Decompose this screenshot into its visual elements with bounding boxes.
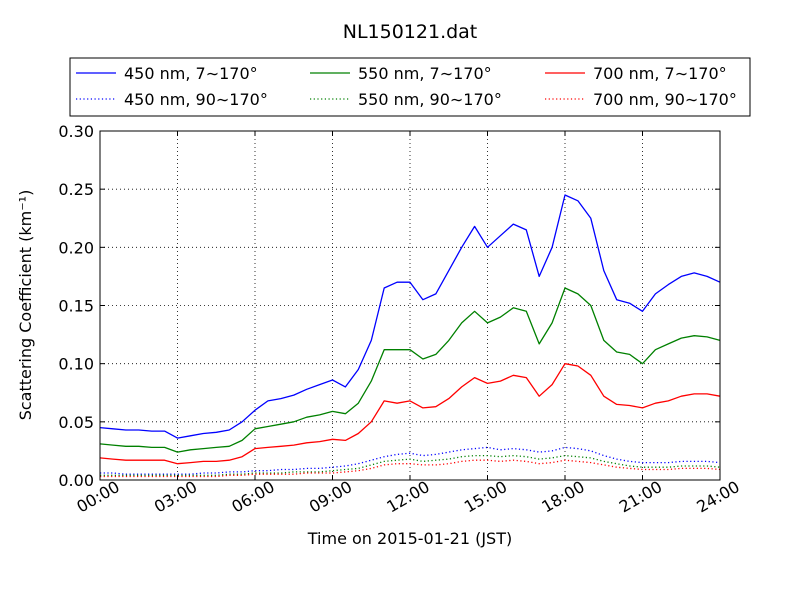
x-tick-label: 06:00 (228, 477, 277, 517)
x-tick-label: 15:00 (461, 477, 510, 517)
legend-label: 450 nm, 7∼170° (124, 64, 258, 83)
legend-label: 550 nm, 90∼170° (358, 90, 502, 109)
legend: 450 nm, 7∼170° 450 nm, 90∼170° 550 nm, 7∼1… (69, 57, 751, 117)
x-tick-label: 03:00 (151, 477, 200, 517)
x-tick-label: 18:00 (538, 477, 587, 517)
x-axis-label: Time on 2015-01-21 (JST) (307, 529, 512, 548)
y-tick-label: 0.15 (58, 297, 94, 316)
y-tick-label: 0.05 (58, 413, 94, 432)
y-tick-label: 0.20 (58, 238, 94, 257)
series-line-4 (99, 363, 721, 465)
legend-box (69, 57, 751, 117)
y-axis-label: Scattering Coefficient (km⁻¹) (16, 190, 35, 421)
ticks: 00:00 03:00 06:00 09:00 12:00 15:00 18:00 21:00… (58, 122, 742, 517)
series-layer (99, 194, 721, 478)
grid (100, 131, 720, 480)
x-tick-label: 12:00 (383, 477, 432, 517)
y-tick-label: 0.10 (58, 355, 94, 374)
x-tick-label: 24:00 (693, 477, 742, 517)
x-tick-label: 09:00 (306, 477, 355, 517)
series-line-1 (100, 446, 721, 475)
series-line-0 (99, 194, 721, 439)
y-tick-label: 0.25 (58, 180, 94, 199)
y-tick-label: 0.30 (58, 122, 94, 141)
x-tick-label: 21:00 (616, 477, 665, 517)
legend-label: 700 nm, 90∼170° (593, 90, 737, 109)
series-line-2 (99, 287, 721, 453)
series-line-5 (100, 459, 721, 478)
series-line-3 (100, 454, 721, 476)
legend-label: 550 nm, 7∼170° (358, 64, 492, 83)
y-tick-label: 0.00 (58, 471, 94, 490)
legend-label: 700 nm, 7∼170° (593, 64, 727, 83)
legend-label: 450 nm, 90∼170° (124, 90, 268, 109)
chart-title: NL150121.dat (343, 21, 478, 43)
plot-area: 00:00 03:00 06:00 09:00 12:00 15:00 18:00 21:00… (58, 122, 742, 517)
